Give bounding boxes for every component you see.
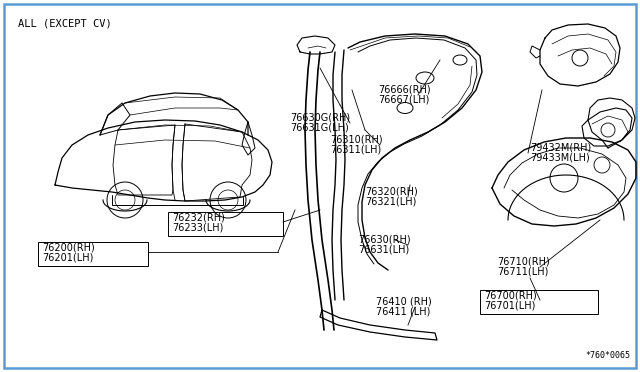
Text: *760*0065: *760*0065 (585, 351, 630, 360)
Text: 76310(RH): 76310(RH) (330, 135, 383, 145)
Text: 76411 (LH): 76411 (LH) (376, 307, 430, 317)
Text: 79433M(LH): 79433M(LH) (530, 153, 589, 163)
Text: ALL (EXCEPT CV): ALL (EXCEPT CV) (18, 18, 112, 28)
Text: 76201(LH): 76201(LH) (42, 253, 93, 263)
Text: 76320(RH): 76320(RH) (365, 187, 418, 197)
Text: 76631(LH): 76631(LH) (358, 245, 409, 255)
Bar (168, 212, 283, 236)
Text: 76410 (RH): 76410 (RH) (376, 297, 432, 307)
Text: 76233(LH): 76233(LH) (172, 223, 223, 233)
Text: 76700(RH): 76700(RH) (484, 291, 537, 301)
Text: 76666(RH): 76666(RH) (378, 85, 431, 95)
Bar (480, 290, 598, 314)
Text: 76667(LH): 76667(LH) (378, 95, 429, 105)
Text: 76711(LH): 76711(LH) (497, 267, 548, 277)
Text: 76710(RH): 76710(RH) (497, 257, 550, 267)
Text: 76701(LH): 76701(LH) (484, 301, 536, 311)
Text: 76321(LH): 76321(LH) (365, 197, 417, 207)
Text: 76200(RH): 76200(RH) (42, 243, 95, 253)
Text: 76631G(LH): 76631G(LH) (290, 123, 349, 133)
Text: 76232(RH): 76232(RH) (172, 213, 225, 223)
Text: 76311(LH): 76311(LH) (330, 145, 381, 155)
Text: 76630G(RH): 76630G(RH) (290, 113, 350, 123)
Text: 76630(RH): 76630(RH) (358, 235, 411, 245)
Bar (38, 242, 148, 266)
Text: 79432M(RH): 79432M(RH) (530, 143, 591, 153)
